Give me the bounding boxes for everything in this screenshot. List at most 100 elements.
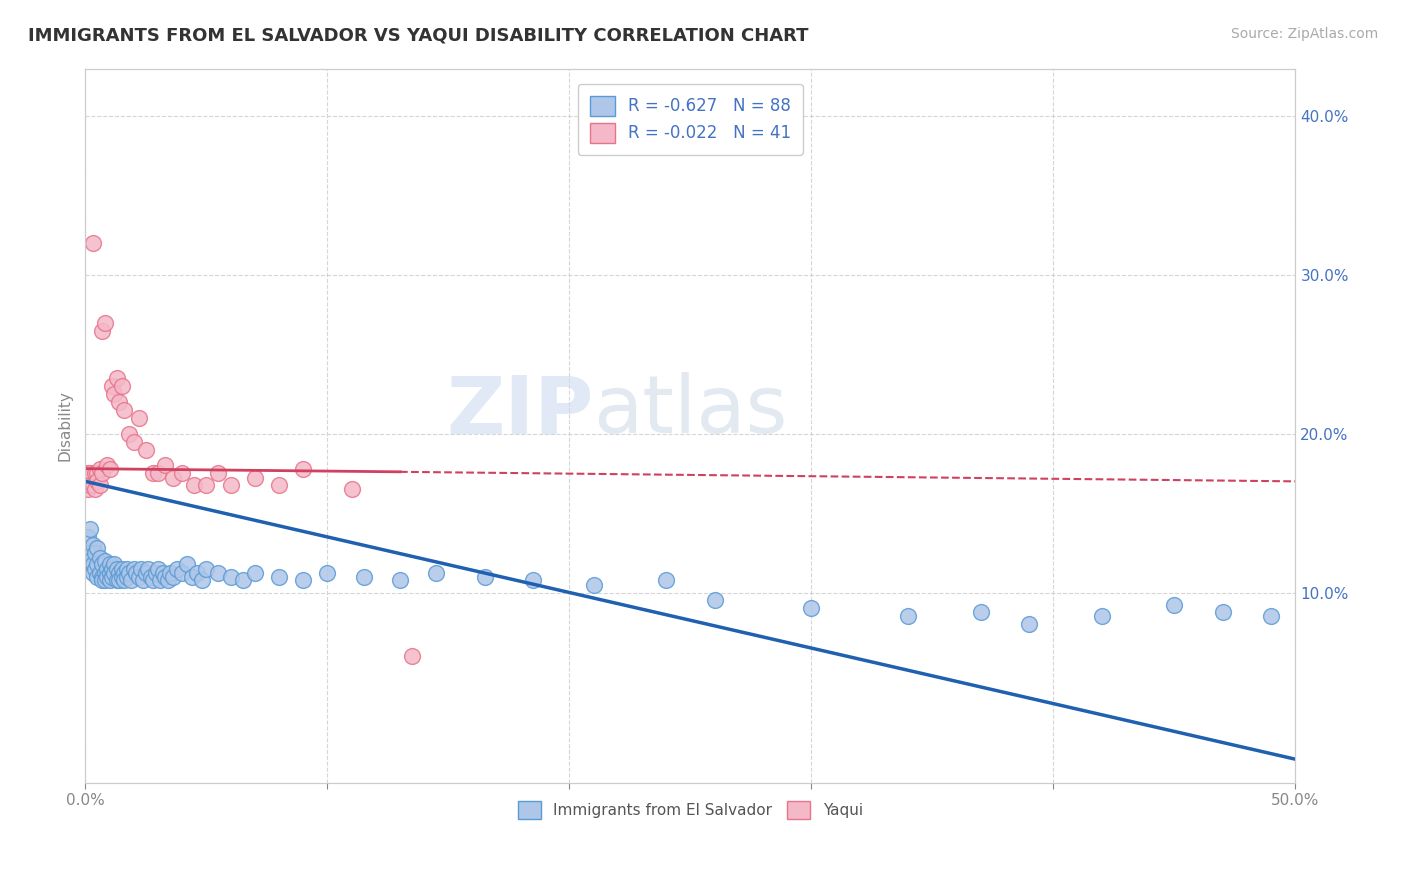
Point: [401, 648, 423, 663]
Point: [125, 566, 148, 581]
Point: [340, 483, 363, 497]
Point: [128, 410, 150, 425]
Point: [91, 569, 114, 583]
Point: [84, 483, 107, 497]
Point: [93, 316, 115, 330]
Point: [111, 562, 134, 576]
Point: [155, 458, 177, 473]
Point: [112, 403, 135, 417]
Point: [1091, 609, 1114, 624]
Point: [316, 566, 339, 581]
Point: [136, 562, 159, 576]
Point: [89, 550, 111, 565]
Point: [91, 467, 114, 481]
Point: [128, 569, 150, 583]
Point: [108, 395, 131, 409]
Point: [219, 569, 242, 583]
Point: [86, 541, 108, 555]
Point: [89, 461, 111, 475]
Point: [145, 566, 167, 581]
Text: atlas: atlas: [593, 373, 787, 450]
Point: [243, 566, 266, 581]
Point: [190, 573, 212, 587]
Point: [166, 562, 188, 576]
Point: [115, 562, 138, 576]
Point: [103, 566, 125, 581]
Point: [84, 562, 107, 576]
Point: [183, 477, 205, 491]
Point: [112, 573, 135, 587]
Point: [120, 573, 142, 587]
Point: [142, 573, 165, 587]
Point: [267, 569, 290, 583]
Point: [1212, 605, 1234, 619]
Point: [232, 573, 254, 587]
Point: [353, 569, 375, 583]
Point: [84, 467, 107, 481]
Point: [101, 379, 124, 393]
Text: IMMIGRANTS FROM EL SALVADOR VS YAQUI DISABILITY CORRELATION CHART: IMMIGRANTS FROM EL SALVADOR VS YAQUI DIS…: [28, 27, 808, 45]
Point: [195, 562, 218, 576]
Text: ZIP: ZIP: [446, 373, 593, 450]
Point: [139, 569, 162, 583]
Point: [96, 569, 118, 583]
Point: [86, 467, 108, 481]
Point: [103, 557, 125, 571]
Point: [522, 573, 544, 587]
Point: [98, 557, 121, 571]
Point: [96, 562, 118, 576]
Point: [146, 562, 169, 576]
Point: [703, 593, 725, 607]
Point: [82, 477, 104, 491]
Point: [897, 609, 920, 624]
Point: [1260, 609, 1282, 624]
Point: [111, 379, 134, 393]
Point: [91, 324, 114, 338]
Point: [186, 566, 208, 581]
Point: [86, 475, 108, 489]
Point: [84, 546, 107, 560]
Point: [162, 471, 184, 485]
Point: [425, 566, 447, 581]
Point: [105, 573, 128, 587]
Point: [135, 442, 157, 457]
Point: [82, 538, 104, 552]
Point: [1163, 598, 1185, 612]
Point: [93, 573, 115, 587]
Point: [82, 236, 104, 251]
Point: [105, 562, 128, 576]
Point: [79, 554, 101, 568]
Point: [101, 569, 124, 583]
Point: [76, 467, 98, 481]
Point: [76, 483, 98, 497]
Point: [655, 573, 678, 587]
Point: [79, 467, 101, 481]
Point: [129, 562, 152, 576]
Point: [103, 387, 125, 401]
Point: [82, 566, 104, 581]
Y-axis label: Disability: Disability: [58, 391, 72, 461]
Point: [91, 557, 114, 571]
Point: [149, 573, 172, 587]
Point: [91, 573, 114, 587]
Text: Source: ZipAtlas.com: Source: ZipAtlas.com: [1230, 27, 1378, 41]
Point: [105, 371, 128, 385]
Point: [89, 566, 111, 581]
Point: [1018, 617, 1040, 632]
Point: [79, 477, 101, 491]
Point: [86, 557, 108, 571]
Point: [108, 566, 131, 581]
Point: [172, 467, 194, 481]
Point: [195, 477, 218, 491]
Point: [176, 557, 198, 571]
Point: [292, 573, 315, 587]
Point: [970, 605, 993, 619]
Point: [155, 569, 177, 583]
Point: [172, 566, 194, 581]
Point: [111, 569, 134, 583]
Legend: Immigrants from El Salvador, Yaqui: Immigrants from El Salvador, Yaqui: [512, 795, 869, 825]
Point: [122, 562, 145, 576]
Point: [162, 569, 184, 583]
Point: [156, 573, 179, 587]
Point: [112, 566, 135, 581]
